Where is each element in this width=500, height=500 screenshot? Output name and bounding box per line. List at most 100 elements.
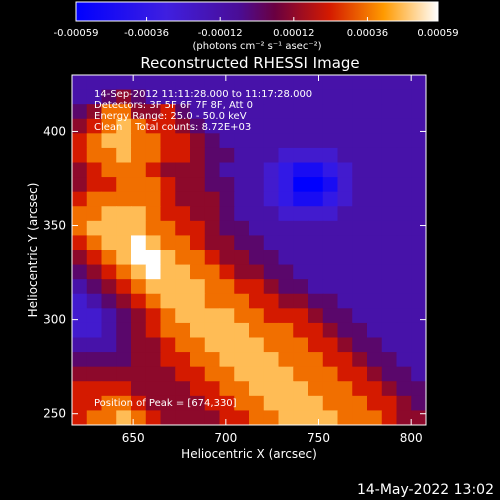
heatmap-cell — [381, 206, 398, 222]
heatmap-cell — [234, 89, 250, 105]
heatmap-cell — [396, 191, 412, 207]
heatmap-cell — [190, 410, 206, 425]
heatmap-cell — [190, 308, 206, 324]
heatmap-cell — [322, 104, 339, 120]
heatmap-cell — [249, 147, 265, 164]
heatmap-cell — [278, 308, 294, 324]
heatmap-cell — [322, 264, 339, 280]
heatmap-cell — [175, 177, 191, 193]
heatmap-cell — [263, 104, 280, 120]
heatmap-cell — [175, 381, 191, 397]
heatmap-cell — [145, 337, 162, 353]
heatmap-cell — [322, 75, 339, 91]
heatmap-cell — [396, 308, 412, 324]
heatmap-cell — [190, 337, 206, 353]
heatmap-cell — [263, 381, 280, 397]
heatmap-cell — [72, 395, 88, 412]
heatmap-cell — [145, 279, 162, 295]
heatmap-cell — [263, 220, 280, 237]
heatmap-cell — [86, 206, 103, 222]
heatmap-cell — [367, 191, 383, 207]
heatmap-cell — [411, 293, 426, 309]
heatmap-cell — [381, 381, 398, 397]
heatmap-cell — [160, 75, 176, 91]
heatmap-cell — [308, 235, 324, 251]
heatmap-cell — [145, 264, 162, 280]
heatmap-cell — [263, 177, 280, 193]
heatmap-cell — [293, 381, 309, 397]
heatmap-cell — [352, 191, 368, 207]
heatmap-cell — [367, 250, 383, 266]
heatmap-cell — [219, 352, 235, 368]
heatmap-cell — [308, 177, 324, 193]
heatmap-cell — [86, 337, 103, 353]
heatmap-cell — [308, 220, 324, 237]
heatmap-cell — [116, 235, 132, 251]
heatmap-cell — [234, 118, 250, 134]
heatmap-cell — [352, 381, 368, 397]
heatmap-cell — [322, 293, 339, 309]
heatmap-cell — [322, 177, 339, 193]
heatmap-cell — [190, 279, 206, 295]
heatmap-cell — [278, 177, 294, 193]
heatmap-cell — [234, 235, 250, 251]
heatmap-cell — [278, 89, 294, 105]
heatmap-cell — [72, 264, 88, 280]
heatmap-cell — [116, 264, 132, 280]
heatmap-cell — [101, 220, 117, 237]
heatmap-cell — [381, 337, 398, 353]
heatmap-cell — [72, 162, 88, 178]
heatmap-cell — [396, 104, 412, 120]
heatmap-cell — [278, 220, 294, 237]
heatmap-cell — [190, 395, 206, 412]
heatmap-cell — [190, 235, 206, 251]
heatmap-cell — [72, 293, 88, 309]
heatmap-cell — [263, 235, 280, 251]
heatmap-cell — [367, 352, 383, 368]
heatmap-cell — [219, 308, 235, 324]
heatmap-cell — [219, 410, 235, 425]
heatmap-cell — [160, 293, 176, 309]
heatmap-cell — [411, 308, 426, 324]
heatmap-cell — [381, 118, 398, 134]
heatmap-cell — [381, 162, 398, 178]
heatmap-cell — [101, 206, 117, 222]
heatmap-cell — [101, 104, 117, 120]
heatmap-cell — [204, 147, 221, 164]
heatmap-cell — [249, 220, 265, 237]
heatmap-cell — [204, 191, 221, 207]
heatmap-cell — [411, 89, 426, 105]
heatmap-cell — [219, 147, 235, 164]
heatmap-cell — [263, 366, 280, 382]
heatmap-cell — [352, 118, 368, 134]
heatmap-cell — [396, 410, 412, 425]
heatmap-cell — [160, 104, 176, 120]
heatmap-cell — [337, 366, 353, 382]
heatmap-cell — [411, 147, 426, 164]
heatmap-cell — [86, 235, 103, 251]
heatmap-cell — [145, 308, 162, 324]
heatmap-cell — [204, 264, 221, 280]
heatmap-cell — [278, 322, 294, 339]
heatmap-cell — [204, 104, 221, 120]
heatmap-cell — [322, 191, 339, 207]
heatmap-cell — [131, 366, 147, 382]
heatmap-cell — [131, 75, 147, 91]
heatmap-cell — [367, 381, 383, 397]
heatmap-cell — [381, 293, 398, 309]
peak-position-label: Position of Peak = [674,330] — [94, 398, 237, 409]
heatmap-cell — [322, 206, 339, 222]
heatmap-cell — [278, 395, 294, 412]
heatmap-cell — [86, 104, 103, 120]
heatmap-cell — [204, 89, 221, 105]
heatmap-cell — [234, 410, 250, 425]
heatmap-cell — [204, 206, 221, 222]
heatmap-cell — [411, 410, 426, 425]
heatmap-cell — [234, 162, 250, 178]
heatmap-cell — [219, 250, 235, 266]
heatmap-cell — [131, 89, 147, 105]
x-tick-label: 700 — [214, 431, 237, 445]
heatmap-cell — [101, 293, 117, 309]
heatmap-cell — [204, 250, 221, 266]
heatmap-cell — [175, 220, 191, 237]
